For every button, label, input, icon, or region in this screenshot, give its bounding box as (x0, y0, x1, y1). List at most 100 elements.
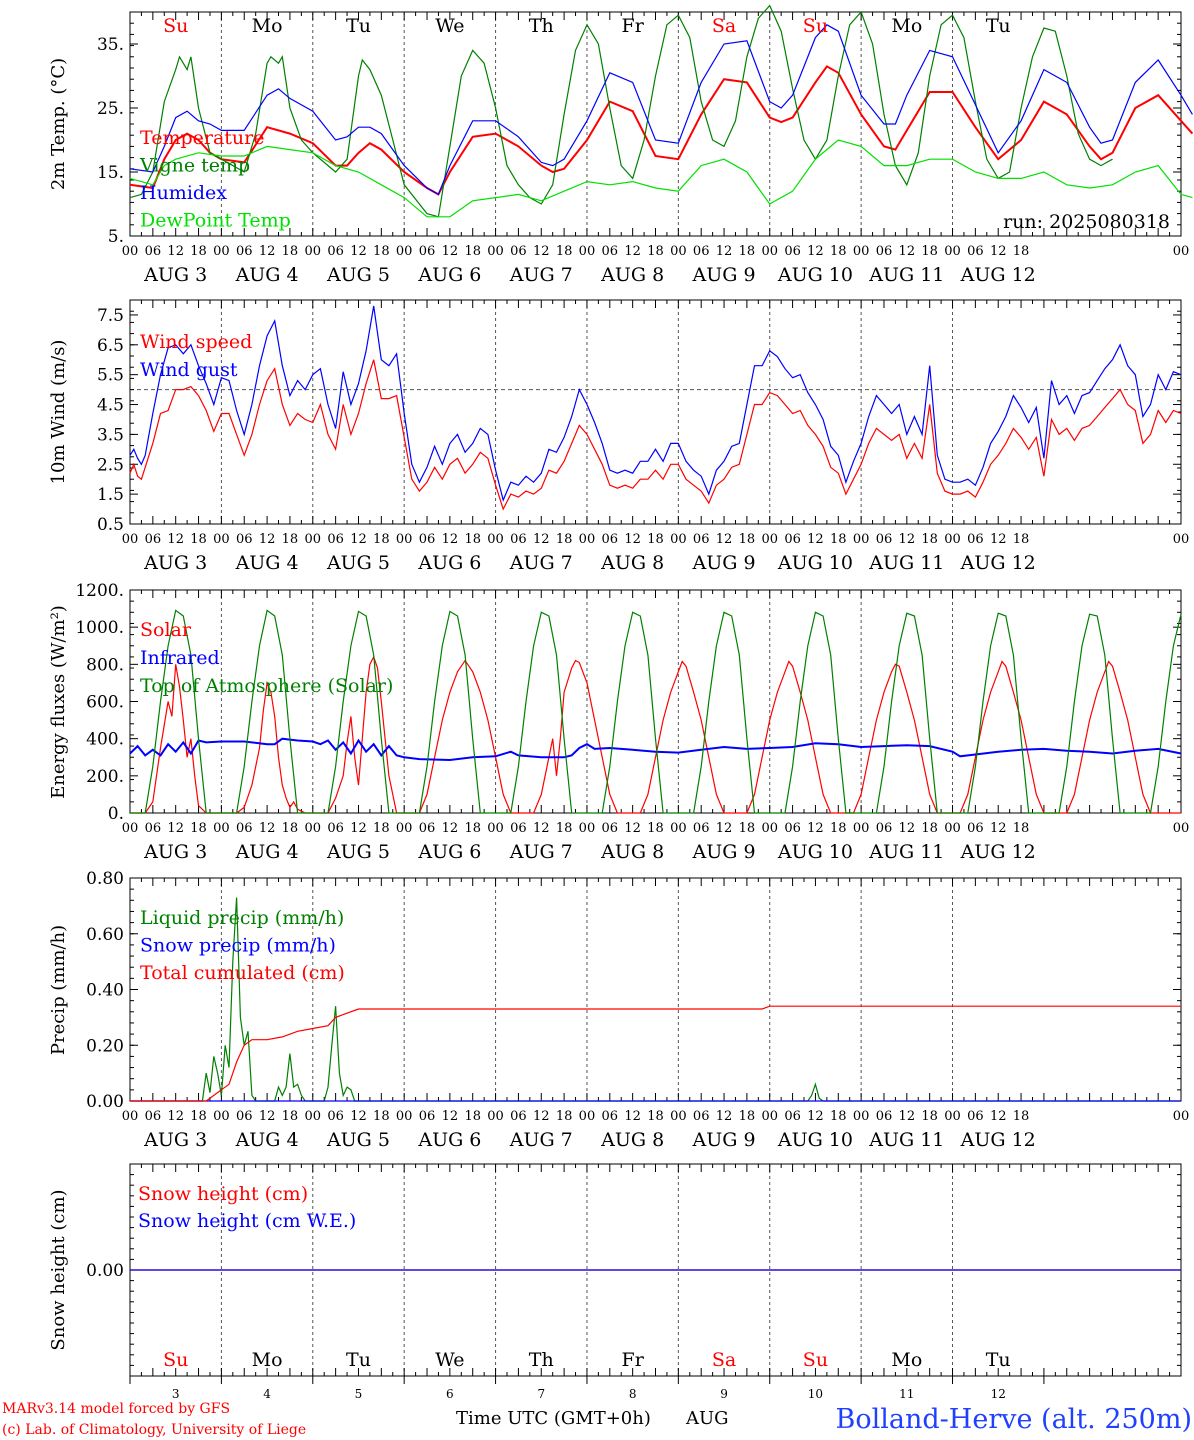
hour-tick-label: 00 (305, 821, 322, 836)
hour-tick-label: 12 (533, 1109, 550, 1124)
hour-tick-label: 12 (442, 244, 459, 259)
hour-tick-label: 12 (350, 821, 367, 836)
date-label: AUG 10 (777, 264, 853, 286)
time-axis-label: Time UTC (GMT+0h) (456, 1408, 651, 1429)
weekday-label: Fr (622, 1349, 645, 1371)
hour-tick-label: 00 (396, 532, 413, 547)
date-label: AUG 6 (417, 552, 481, 574)
run-annotation: run: 2025080318 (1003, 211, 1170, 233)
hour-tick-label: 00 (213, 244, 230, 259)
date-label: AUG 12 (960, 841, 1036, 863)
legend-entry: Wind speed (140, 331, 252, 353)
date-label: AUG 12 (960, 264, 1036, 286)
y-tick-label: 25. (97, 99, 124, 119)
hour-tick-label: 06 (145, 244, 162, 259)
hour-tick-label: 00 (396, 244, 413, 259)
legend-entry: Temperature (140, 127, 264, 149)
hour-tick-label: 06 (510, 532, 527, 547)
hour-tick-label: 06 (693, 821, 710, 836)
hour-tick-label: 12 (990, 532, 1007, 547)
hour-tick-label: 18 (921, 532, 938, 547)
hour-tick-label: 06 (145, 821, 162, 836)
y-tick-label: 800. (86, 655, 124, 675)
y-axis-label: Energy fluxes (W/m²) (48, 605, 69, 799)
hour-tick-label: 18 (1013, 1109, 1030, 1124)
date-label: AUG 5 (326, 1129, 390, 1151)
hour-tick-label: 12 (533, 244, 550, 259)
hour-tick-label: 00 (670, 821, 687, 836)
hour-tick-label: 12 (624, 821, 641, 836)
day-number-label: 11 (899, 1387, 914, 1401)
hour-tick-label: 00 (761, 1109, 778, 1124)
y-tick-label: 0.80 (86, 869, 124, 889)
hour-tick-label: 06 (510, 1109, 527, 1124)
hour-tick-label: 18 (464, 821, 481, 836)
weekday-label: We (435, 15, 464, 37)
series-line-top-of-atmosphere-solar (130, 609, 1182, 814)
hour-tick-label: 12 (167, 821, 184, 836)
legend-entry: Solar (140, 619, 192, 641)
y-tick-label: 0.5 (97, 515, 124, 535)
hour-tick-label: 00 (670, 1109, 687, 1124)
legend-entry: Snow height (cm W.E.) (138, 1210, 356, 1232)
hour-tick-label: 06 (876, 1109, 893, 1124)
hour-tick-label: 06 (419, 821, 436, 836)
date-label: AUG 7 (509, 264, 573, 286)
series-line-infrared (129, 737, 1182, 762)
hour-tick-label: 00 (122, 1109, 139, 1124)
weekday-label: Mo (891, 1349, 922, 1371)
hour-tick-label: 18 (190, 821, 207, 836)
series-line-wind-gust (129, 305, 1182, 502)
y-tick-label: 2.5 (97, 455, 124, 475)
date-label: AUG 5 (326, 552, 390, 574)
hour-tick-label: 18 (647, 532, 664, 547)
legend-entry: Liquid precip (mm/h) (140, 907, 344, 929)
hour-tick-label: 00 (305, 532, 322, 547)
y-axis-label: Precip (mm/h) (48, 925, 69, 1055)
legend-entry: Snow precip (mm/h) (140, 935, 336, 957)
date-label: AUG 7 (509, 1129, 573, 1151)
hour-tick-label: 00 (1173, 244, 1190, 259)
hour-tick-label: 12 (350, 532, 367, 547)
hour-tick-label: 12 (716, 821, 733, 836)
hour-tick-label: 18 (556, 1109, 573, 1124)
hour-tick-label: 06 (693, 532, 710, 547)
hour-tick-label: 18 (556, 532, 573, 547)
meteogram-panels: 5. 15. 25. 35. 2m Temp. (°C) Temperature Vigne… (48, 4, 1194, 1401)
legend-entry: Humidex (140, 182, 227, 204)
date-label: AUG 9 (692, 1129, 756, 1151)
weekday-label: Mo (891, 15, 922, 37)
day-number-label: 6 (446, 1387, 454, 1401)
date-label: AUG 9 (692, 264, 756, 286)
hour-tick-label: 06 (419, 1109, 436, 1124)
hour-tick-label: 12 (807, 244, 824, 259)
hour-tick-label: 00 (944, 244, 961, 259)
hour-tick-label: 18 (830, 532, 847, 547)
y-tick-label: 200. (86, 767, 124, 787)
legend-entry: Snow height (cm) (138, 1183, 308, 1205)
hour-tick-label: 06 (693, 244, 710, 259)
hour-tick-label: 18 (190, 1109, 207, 1124)
date-label: AUG 12 (960, 552, 1036, 574)
hour-tick-label: 06 (602, 821, 619, 836)
legend-entry: Top of Atmosphere (Solar) (140, 675, 393, 697)
hour-tick-label: 18 (282, 821, 299, 836)
series-line-liquid-precip-mm-h (130, 897, 1181, 1102)
date-label: AUG 8 (600, 552, 664, 574)
y-tick-label: 0.40 (86, 981, 124, 1001)
hour-tick-label: 00 (487, 1109, 504, 1124)
weekday-label: Su (163, 15, 188, 37)
day-number-label: 3 (172, 1387, 180, 1401)
hour-tick-label: 12 (167, 532, 184, 547)
hour-tick-label: 18 (921, 244, 938, 259)
hour-tick-label: 12 (716, 1109, 733, 1124)
hour-tick-label: 12 (350, 1109, 367, 1124)
weekday-label: Tu (986, 1349, 1011, 1371)
series-line-dewpoint-temp (129, 139, 1193, 218)
weekday-label: Tu (346, 1349, 371, 1371)
hour-tick-label: 00 (213, 532, 230, 547)
series-line-humidex (129, 24, 1193, 196)
date-label: AUG 11 (868, 841, 944, 863)
hour-tick-label: 18 (739, 532, 756, 547)
